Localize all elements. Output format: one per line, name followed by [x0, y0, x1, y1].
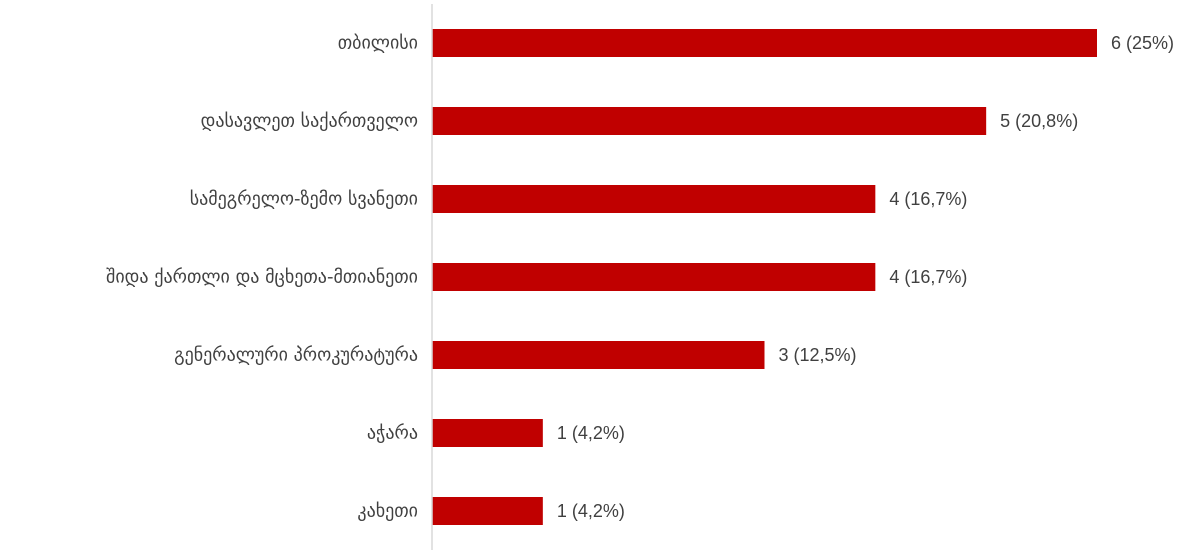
- category-label: შიდა ქართლი და მცხეთა-მთიანეთი: [106, 267, 418, 288]
- data-label: 6 (25%): [1111, 33, 1174, 53]
- category-label: სამეგრელო-ზემო სვანეთი: [190, 189, 418, 210]
- category-label: აჭარა: [367, 423, 418, 444]
- bar: [432, 497, 543, 525]
- category-label: გენერალური პროკურატურა: [174, 345, 418, 366]
- data-label: 4 (16,7%): [889, 189, 967, 209]
- value-labels-group: 6 (25%) 5 (20,8%) 4 (16,7%) 4 (16,7%) 3 (12,…: [557, 33, 1174, 521]
- data-label: 3 (12,5%): [779, 345, 857, 365]
- bar: [432, 107, 987, 135]
- bar: [432, 341, 765, 369]
- data-label: 4 (16,7%): [889, 267, 967, 287]
- bar: [432, 185, 876, 213]
- data-label: 1 (4,2%): [557, 501, 625, 521]
- data-label: 5 (20,8%): [1000, 111, 1078, 131]
- category-label: კახეთი: [357, 501, 418, 522]
- category-label: დასავლეთ საქართველო: [201, 111, 418, 132]
- bar: [432, 419, 543, 447]
- bar: [432, 29, 1097, 57]
- bar: [432, 263, 876, 291]
- category-label: თბილისი: [338, 33, 418, 54]
- data-label: 1 (4,2%): [557, 423, 625, 443]
- category-labels-group: თბილისი დასავლეთ საქართველო სამეგრელო-ზემო…: [106, 33, 418, 522]
- bars-group: [432, 29, 1097, 525]
